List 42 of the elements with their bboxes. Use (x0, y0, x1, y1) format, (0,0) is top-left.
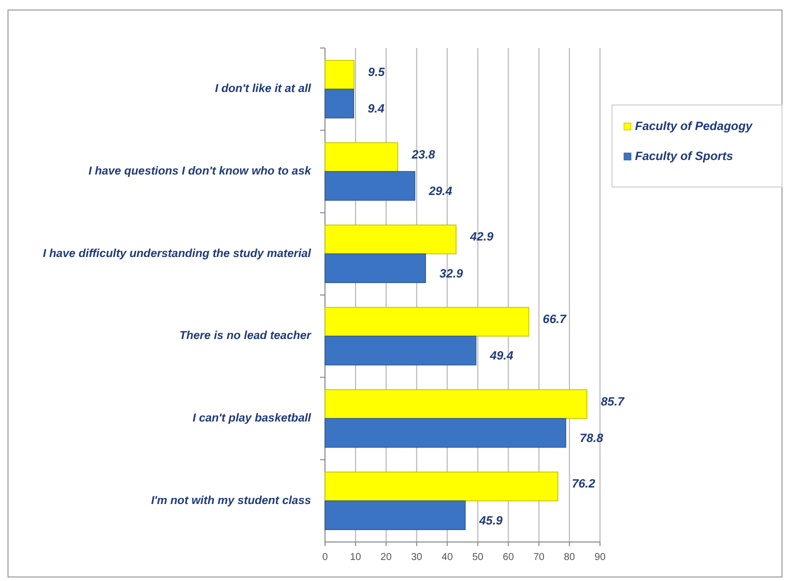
y-tick-label: I have difficulty understanding the study material (42, 248, 312, 260)
x-tick-label: 60 (502, 552, 514, 563)
x-tick-label: 70 (533, 552, 545, 563)
x-tick-label: 0 (322, 552, 328, 563)
data-label: 66.7 (542, 312, 568, 326)
y-tick-label: I can't play basketball (192, 412, 312, 425)
data-label: 85.7 (600, 394, 626, 408)
y-tick-label: I don't like it at all (214, 83, 312, 96)
x-tick-label: 90 (594, 552, 606, 563)
data-label: 32.9 (440, 266, 464, 280)
bar (324, 500, 466, 530)
x-tick-label: 40 (442, 552, 454, 563)
data-label: 45.9 (478, 513, 503, 528)
data-label: 76.2 (572, 476, 596, 491)
x-tick-label: 10 (350, 552, 362, 563)
data-label: 49.4 (488, 348, 514, 363)
data-label: 23.8 (410, 147, 436, 162)
bar (324, 472, 558, 502)
y-tick-label: I'm not with my student class (151, 494, 311, 507)
bar (324, 418, 566, 448)
x-tick-label: 80 (564, 552, 576, 563)
legend-label: Faculty of Pedagogy (635, 119, 754, 134)
bar (324, 389, 588, 419)
x-tick-label: 50 (472, 552, 484, 563)
x-tick-label: 20 (380, 552, 392, 563)
y-tick-label: I have questions I don't know who to ask (88, 166, 312, 178)
data-label: 78.8 (580, 431, 604, 446)
data-label: 29.4 (428, 184, 453, 198)
legend-label: Faculty of Sports (635, 149, 734, 164)
x-tick-label: 30 (411, 552, 423, 563)
bar (324, 336, 476, 366)
bar (324, 253, 426, 284)
bar (324, 60, 354, 90)
bar (324, 142, 398, 172)
bar (324, 306, 530, 337)
data-label: 9.4 (368, 102, 385, 116)
data-label: 42.9 (469, 230, 494, 244)
bar (324, 171, 416, 201)
bar (324, 88, 354, 118)
bar (324, 224, 456, 254)
data-label: 9.5 (368, 64, 386, 79)
y-tick-label: There is no lead teacher (179, 330, 312, 342)
